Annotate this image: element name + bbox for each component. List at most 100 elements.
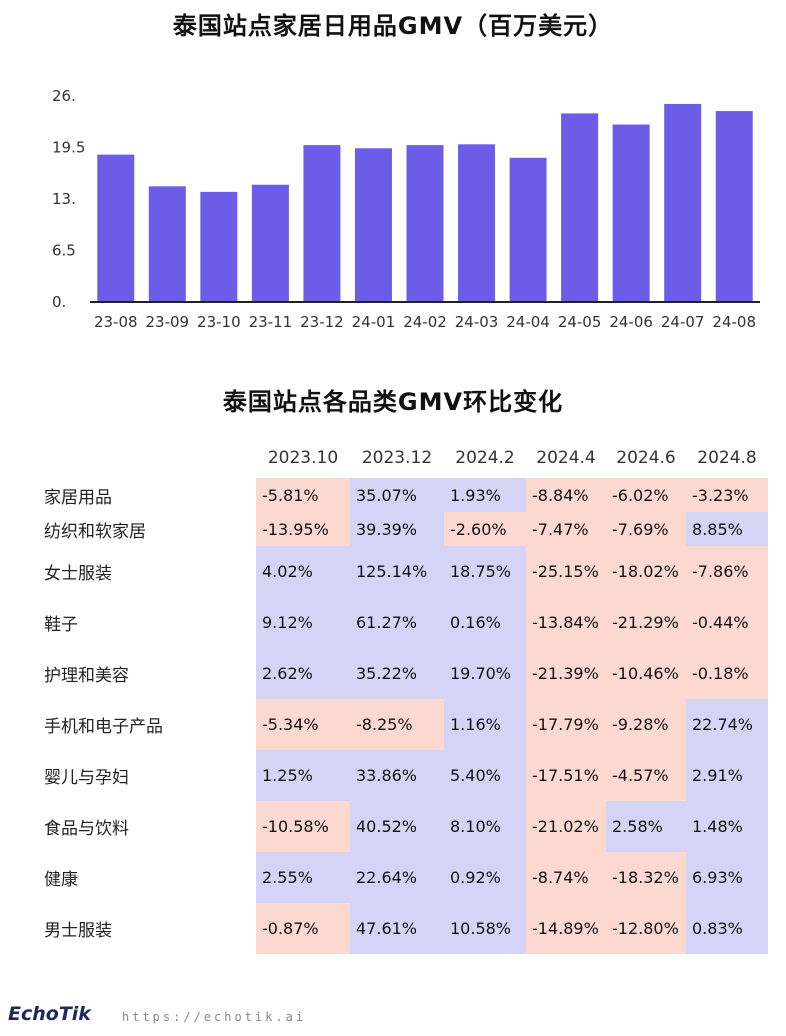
- change-cell: 2.58%: [606, 801, 686, 852]
- category-label: 食品与饮料: [44, 819, 129, 839]
- bar-23-10: [200, 191, 238, 302]
- table-header-row: 2023.10 2023.12 2024.2 2024.4 2024.6 2024.8: [40, 438, 768, 478]
- change-cell: -17.79%: [526, 699, 606, 750]
- change-cell: 1.93%: [444, 478, 526, 512]
- table-row: 纺织和软家居 -13.95% 39.39% -2.60% -7.47% -7.69% 8.8…: [40, 512, 768, 546]
- change-cell: -21.02%: [526, 801, 606, 852]
- bar-23-11: [251, 184, 289, 302]
- x-tick-label: 23-08: [94, 313, 138, 331]
- change-cell: 4.02%: [256, 546, 350, 597]
- mom-change-table: 2023.10 2023.12 2024.2 2024.4 2024.6 2024.8 家…: [40, 438, 768, 954]
- bar-24-01: [354, 148, 392, 302]
- table-row: 鞋子 9.12% 61.27% 0.16% -13.84% -21.29% -0.44%: [40, 597, 768, 648]
- change-cell: 9.12%: [256, 597, 350, 648]
- column-header: 2024.2: [455, 448, 515, 468]
- change-cell: 1.16%: [444, 699, 526, 750]
- x-tick-label: 24-07: [661, 313, 705, 331]
- y-tick-label: 13.: [52, 190, 76, 208]
- x-tick-label: 24-01: [352, 313, 396, 331]
- table-row: 家居用品 -5.81% 35.07% 1.93% -8.84% -6.02% -3.23%: [40, 478, 768, 512]
- bar-24-03: [458, 144, 496, 302]
- change-cell: -21.29%: [606, 597, 686, 648]
- change-cell: -12.80%: [606, 903, 686, 954]
- change-cell: -7.69%: [606, 512, 686, 546]
- change-cell: 6.93%: [686, 852, 768, 903]
- change-cell: 8.85%: [686, 512, 768, 546]
- change-cell: 0.16%: [444, 597, 526, 648]
- table-row: 健康 2.55% 22.64% 0.92% -8.74% -18.32% 6.93%: [40, 852, 768, 903]
- change-cell: -9.28%: [606, 699, 686, 750]
- table-row: 手机和电子产品 -5.34% -8.25% 1.16% -17.79% -9.28% 22.…: [40, 699, 768, 750]
- column-header: 2023.12: [361, 448, 433, 468]
- change-cell: 18.75%: [444, 546, 526, 597]
- change-cell: -25.15%: [526, 546, 606, 597]
- change-cell: 8.10%: [444, 801, 526, 852]
- change-cell: 5.40%: [444, 750, 526, 801]
- change-cell: -18.32%: [606, 852, 686, 903]
- change-cell: 0.92%: [444, 852, 526, 903]
- x-tick-label: 24-06: [609, 313, 653, 331]
- change-cell: -21.39%: [526, 648, 606, 699]
- change-cell: -8.74%: [526, 852, 606, 903]
- table-row: 男士服装 -0.87% 47.61% 10.58% -14.89% -12.80% 0.83…: [40, 903, 768, 954]
- category-label: 护理和美容: [44, 666, 129, 686]
- change-cell: 10.58%: [444, 903, 526, 954]
- change-cell: 1.25%: [256, 750, 350, 801]
- category-label: 女士服装: [44, 564, 112, 584]
- change-cell: -7.47%: [526, 512, 606, 546]
- table-row: 婴儿与孕妇 1.25% 33.86% 5.40% -17.51% -4.57% 2.91%: [40, 750, 768, 801]
- change-cell: -10.58%: [256, 801, 350, 852]
- change-cell: 22.64%: [350, 852, 444, 903]
- category-label: 健康: [44, 870, 78, 890]
- table-row: 护理和美容 2.62% 35.22% 19.70% -21.39% -10.46% -0.1…: [40, 648, 768, 699]
- change-cell: -2.60%: [444, 512, 526, 546]
- bar-chart: 0. 6.5 13. 19.5 26. 23-08 23-09 23-10 23-11 23-12…: [52, 87, 760, 331]
- bar-23-08: [97, 154, 135, 302]
- bar-24-04: [509, 157, 547, 302]
- y-tick-label: 19.5: [52, 139, 85, 157]
- y-tick-label: 26.: [52, 87, 76, 105]
- change-cell: -5.34%: [256, 699, 350, 750]
- change-cell: 39.39%: [350, 512, 444, 546]
- change-cell: 2.91%: [686, 750, 768, 801]
- bar-24-07: [664, 103, 702, 302]
- y-tick-label: 6.5: [52, 242, 76, 260]
- change-cell: -3.23%: [686, 478, 768, 512]
- change-cell: 61.27%: [350, 597, 444, 648]
- change-cell: -8.84%: [526, 478, 606, 512]
- x-tick-label: 24-04: [506, 313, 550, 331]
- x-tick-label: 24-05: [558, 313, 602, 331]
- change-cell: 22.74%: [686, 699, 768, 750]
- category-label: 鞋子: [44, 615, 78, 635]
- category-label: 婴儿与孕妇: [44, 768, 129, 788]
- change-cell: 33.86%: [350, 750, 444, 801]
- category-label: 手机和电子产品: [44, 717, 163, 737]
- bar-24-06: [612, 124, 650, 303]
- x-tick-label: 23-12: [300, 313, 344, 331]
- y-tick-label: 0.: [52, 293, 66, 311]
- category-label: 男士服装: [44, 921, 112, 941]
- table-title: 泰国站点各品类GMV环比变化: [222, 388, 564, 416]
- column-header: 2024.6: [616, 448, 676, 468]
- bar-24-05: [561, 113, 599, 302]
- category-label: 家居用品: [44, 487, 112, 508]
- change-cell: 1.48%: [686, 801, 768, 852]
- x-tick-label: 24-08: [712, 313, 756, 331]
- change-cell: 40.52%: [350, 801, 444, 852]
- change-cell: 19.70%: [444, 648, 526, 699]
- column-header: 2023.10: [267, 448, 339, 468]
- table-row: 女士服装 4.02% 125.14% 18.75% -25.15% -18.02% -7.8…: [40, 546, 768, 597]
- bar-24-08: [715, 111, 753, 302]
- category-label: 纺织和软家居: [44, 521, 146, 542]
- footer-url: https://echotik.ai: [122, 1010, 307, 1024]
- change-cell: 125.14%: [350, 546, 444, 597]
- change-cell: -8.25%: [350, 699, 444, 750]
- change-cell: -13.95%: [256, 512, 350, 546]
- change-cell: -0.18%: [686, 648, 768, 699]
- change-cell: -7.86%: [686, 546, 768, 597]
- change-cell: -18.02%: [606, 546, 686, 597]
- x-tick-label: 24-02: [403, 313, 447, 331]
- bar-23-09: [148, 186, 186, 302]
- change-cell: -5.81%: [256, 478, 350, 512]
- change-cell: 35.22%: [350, 648, 444, 699]
